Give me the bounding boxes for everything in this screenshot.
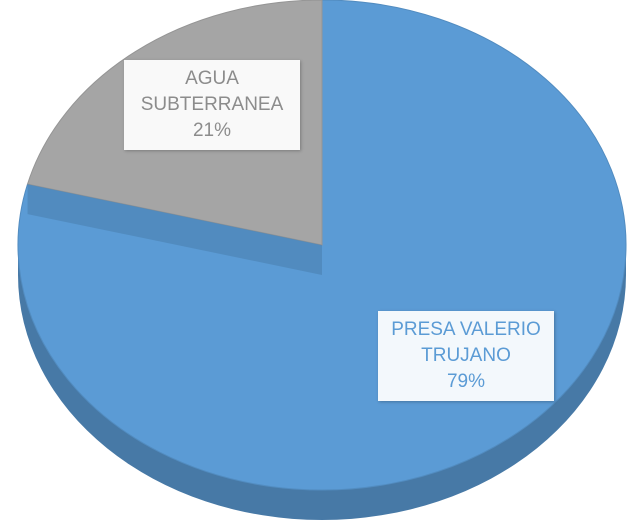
label-category: AGUA SUBTERRANEA — [140, 68, 284, 115]
data-label: PRESA VALERIO TRUJANO 79% — [378, 311, 554, 401]
pie-cut-wall — [27, 184, 322, 275]
label-category: PRESA VALERIO TRUJANO — [391, 319, 541, 366]
label-value: 79% — [446, 371, 486, 392]
label-value: 21% — [192, 120, 232, 141]
data-label: AGUA SUBTERRANEA 21% — [124, 60, 300, 150]
